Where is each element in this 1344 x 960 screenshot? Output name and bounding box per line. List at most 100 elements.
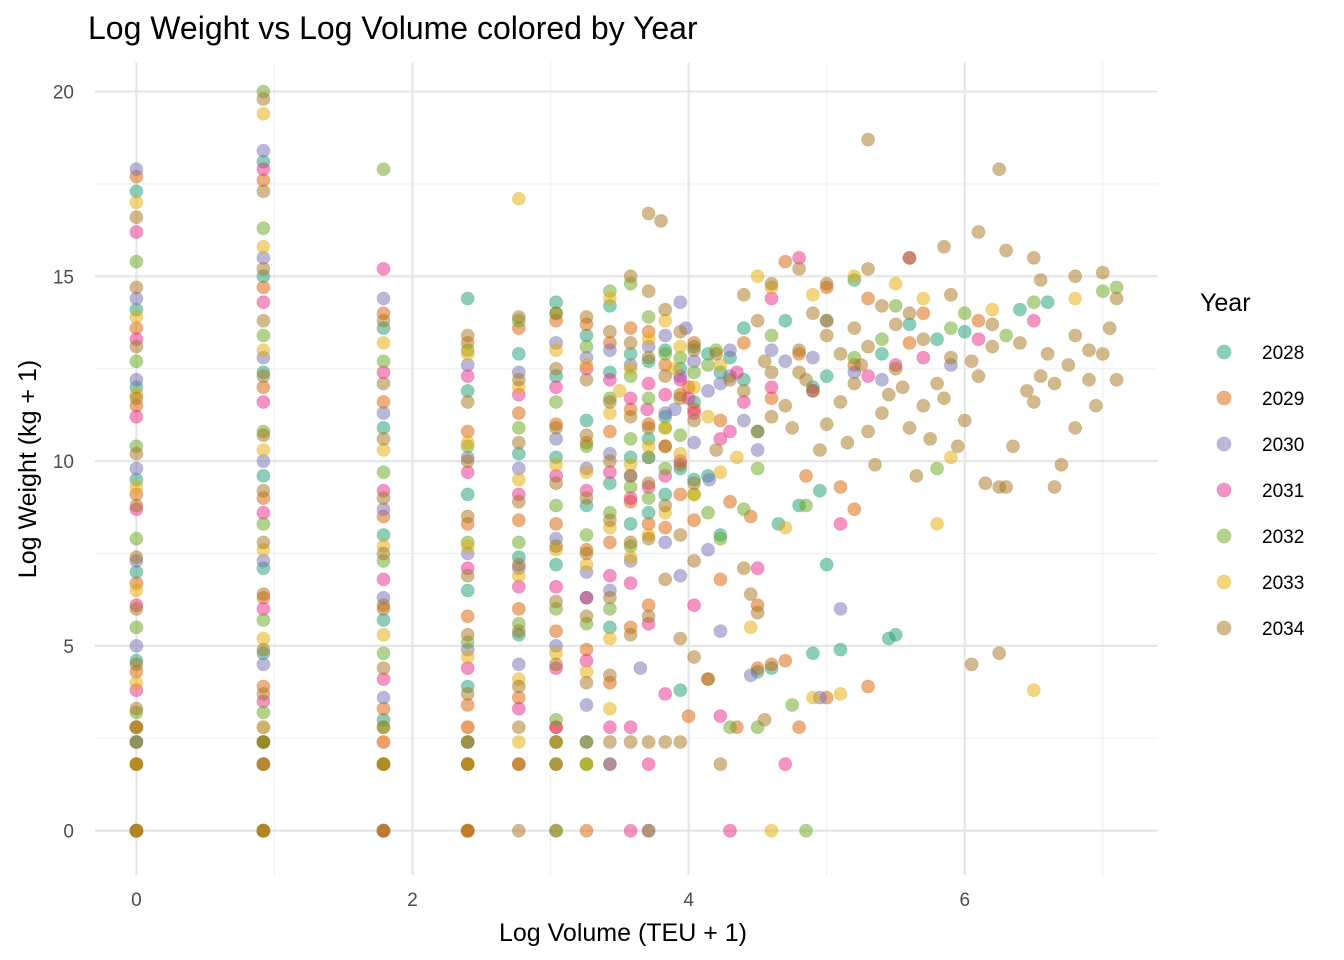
data-point	[579, 735, 594, 749]
data-point	[673, 568, 688, 583]
data-point	[895, 380, 910, 395]
data-point	[129, 210, 144, 225]
data-point	[129, 354, 144, 369]
data-point	[736, 287, 751, 302]
data-point	[861, 679, 875, 694]
data-point	[460, 650, 475, 664]
data-point	[256, 823, 271, 838]
data-point	[673, 295, 688, 310]
data-point	[971, 313, 986, 328]
data-point	[764, 328, 779, 343]
data-point	[847, 321, 862, 336]
data-point	[129, 162, 144, 177]
data-point	[1089, 398, 1103, 413]
data-point	[723, 720, 737, 735]
data-point	[806, 306, 820, 321]
data-point	[687, 513, 701, 528]
data-point	[1020, 383, 1034, 398]
data-point	[658, 420, 673, 435]
data-point	[916, 306, 931, 321]
data-point	[256, 395, 271, 409]
data-point	[736, 502, 751, 517]
data-point	[623, 517, 638, 531]
data-point	[833, 642, 848, 657]
data-point	[985, 317, 1000, 332]
data-point	[806, 287, 820, 302]
data-point	[623, 335, 638, 350]
data-point	[603, 701, 617, 716]
data-point	[701, 358, 715, 372]
data-point	[658, 572, 673, 587]
data-point	[709, 346, 724, 361]
data-point	[1040, 346, 1055, 361]
data-point	[549, 594, 563, 609]
data-point	[713, 531, 728, 546]
data-point	[641, 350, 656, 365]
data-point	[658, 735, 673, 749]
data-point	[687, 343, 701, 358]
data-point	[511, 310, 526, 324]
data-point	[799, 372, 813, 387]
data-point	[861, 424, 875, 439]
data-point	[129, 446, 144, 461]
data-point	[129, 720, 144, 735]
data-point	[549, 735, 563, 749]
data-point	[764, 343, 779, 358]
data-point	[603, 631, 617, 646]
data-point	[579, 590, 594, 605]
data-point	[861, 132, 875, 147]
data-point	[641, 735, 656, 749]
data-point	[743, 587, 758, 601]
data-point	[603, 668, 617, 683]
data-point	[129, 461, 144, 476]
data-point	[511, 624, 526, 638]
data-point	[937, 239, 951, 254]
data-point	[376, 720, 391, 735]
data-point	[944, 350, 958, 365]
data-point	[658, 346, 673, 361]
legend-label: 2031	[1262, 481, 1304, 502]
data-point	[460, 395, 475, 409]
data-point	[750, 561, 765, 576]
data-point	[833, 687, 848, 701]
data-point	[641, 757, 656, 771]
data-point	[723, 343, 737, 358]
y-tick-label: 15	[53, 267, 74, 288]
data-point	[1082, 372, 1096, 387]
data-point	[701, 672, 715, 686]
data-point	[1006, 439, 1020, 454]
data-point	[641, 284, 656, 299]
data-point	[256, 143, 271, 158]
data-point	[778, 354, 793, 369]
data-point	[819, 557, 834, 572]
data-point	[641, 609, 656, 624]
data-point	[460, 328, 475, 343]
data-point	[713, 413, 728, 428]
data-point	[985, 339, 1000, 354]
data-point	[999, 328, 1013, 343]
data-point	[641, 332, 656, 347]
data-point	[376, 376, 391, 391]
data-point	[256, 657, 271, 672]
data-point	[658, 302, 673, 317]
data-point	[806, 350, 820, 365]
data-point	[256, 428, 271, 443]
data-point	[376, 602, 391, 616]
x-axis-title: Log Volume (TEU + 1)	[499, 919, 747, 947]
data-point	[579, 465, 594, 480]
data-point	[1026, 683, 1041, 698]
data-point	[129, 391, 144, 406]
legend-items: 2028 2029 2030 2031 2032 2033 2034	[1216, 343, 1305, 640]
data-point	[641, 823, 656, 838]
data-point	[376, 261, 391, 276]
data-point	[764, 657, 779, 672]
data-point	[723, 823, 737, 838]
data-point	[673, 487, 688, 502]
data-point	[861, 339, 875, 354]
data-point	[806, 646, 820, 661]
data-point	[129, 657, 144, 672]
data-point	[129, 620, 144, 635]
data-point	[875, 406, 889, 421]
data-point	[549, 624, 563, 638]
